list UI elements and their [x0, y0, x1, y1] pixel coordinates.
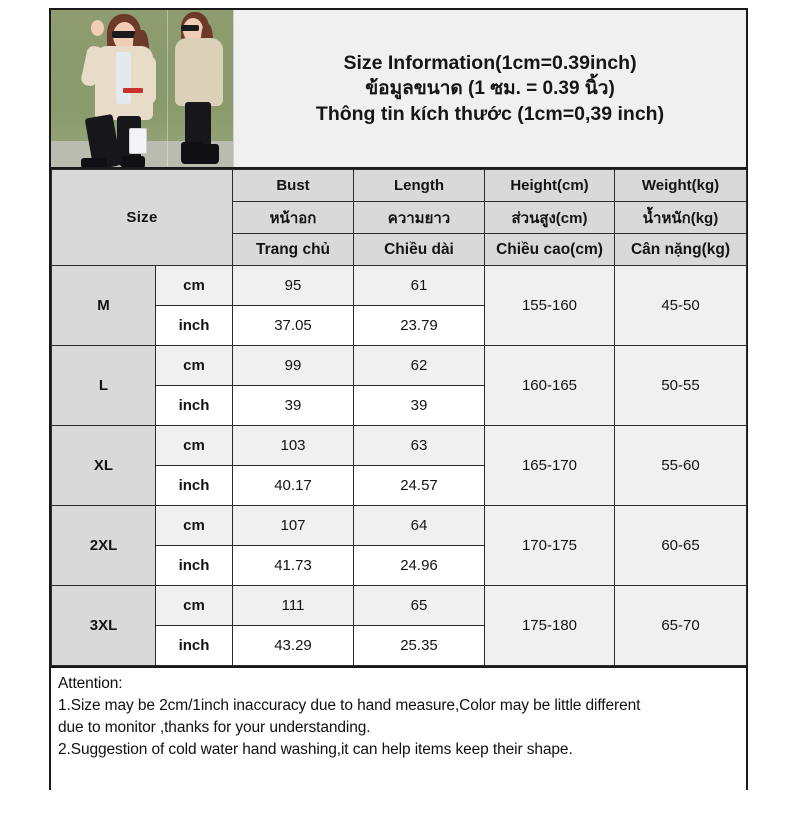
table-row: inch 41.73 24.96 — [52, 545, 747, 586]
header-length-en: Length — [353, 169, 485, 202]
header-height-en: Height(cm) — [484, 169, 615, 202]
table-row: 2XL cm 107 64 170-175 60-65 — [51, 505, 747, 586]
cell-bust-cm-2xl: 107 — [232, 505, 354, 546]
unit-inch: inch — [155, 545, 233, 586]
model-side-arm — [177, 54, 193, 96]
cell-weight-m: 45-50 — [614, 265, 747, 346]
model-front-shirt-front — [116, 52, 131, 104]
table-row: 3XL cm 111 65 175-180 65-70 — [51, 585, 747, 666]
unit-cm: cm — [155, 265, 233, 306]
header-weight-vi: Cân nặng(kg) — [614, 233, 747, 266]
cell-length-cm-l: 62 — [353, 345, 485, 386]
unit-inch: inch — [155, 385, 233, 426]
table-row: XL cm 103 63 165-170 55-60 — [51, 425, 747, 506]
cell-height-3xl: 175-180 — [484, 585, 615, 666]
cell-bust-inch-3xl: 43.29 — [232, 625, 354, 666]
header-height-vi: Chiều cao(cm) — [484, 233, 615, 266]
size-label-2xl: 2XL — [51, 505, 156, 586]
attention-heading: Attention: — [58, 675, 123, 692]
model-front-chest-logo — [123, 88, 143, 93]
cell-length-cm-xl: 63 — [353, 425, 485, 466]
size-label-l: L — [51, 345, 156, 426]
title-line-vi: Thông tin kích thước (1cm=0,39 inch) — [315, 103, 665, 126]
header-bust-th: หน้าอก — [232, 201, 354, 234]
cell-height-2xl: 170-175 — [484, 505, 615, 586]
cell-bust-inch-m: 37.05 — [232, 305, 354, 346]
cell-height-l: 160-165 — [484, 345, 615, 426]
cell-bust-cm-xl: 103 — [232, 425, 354, 466]
cell-length-cm-3xl: 65 — [353, 585, 485, 626]
title-block: Size Information(1cm=0.39inch) ข้อมูลขนา… — [234, 10, 746, 167]
attention-line-1: 1.Size may be 2cm/1inch inaccuracy due t… — [58, 697, 641, 714]
cell-length-cm-m: 61 — [353, 265, 485, 306]
header-band: Size Information(1cm=0.39inch) ข้อมูลขนา… — [51, 10, 746, 169]
attention-line-3: 2.Suggestion of cold water hand washing,… — [58, 741, 573, 758]
header-weight-th: น้ำหนัก(kg) — [614, 201, 747, 234]
model-front-phone — [129, 128, 147, 154]
size-label-xl: XL — [51, 425, 156, 506]
unit-cm: cm — [155, 425, 233, 466]
cell-bust-inch-2xl: 41.73 — [232, 545, 354, 586]
cell-bust-inch-l: 39 — [232, 385, 354, 426]
table-row: L cm 99 62 160-165 50-55 — [51, 345, 747, 426]
size-label-m: M — [51, 265, 156, 346]
attention-block: Attention: 1.Size may be 2cm/1inch inacc… — [51, 666, 746, 819]
table-row: inch 40.17 24.57 — [52, 465, 747, 506]
unit-inch: inch — [155, 465, 233, 506]
model-front-boot-2 — [121, 156, 145, 167]
header-bust-en: Bust — [232, 169, 354, 202]
size-header-cell: Size — [51, 169, 233, 266]
cell-length-inch-l: 39 — [353, 385, 485, 426]
cell-weight-2xl: 60-65 — [614, 505, 747, 586]
size-label-3xl: 3XL — [51, 585, 156, 666]
cell-length-inch-3xl: 25.35 — [353, 625, 485, 666]
table-header-row-vi: Trang chủ Chiều dài Chiều cao(cm) Cân nặ… — [52, 233, 747, 266]
model-side-boot-2 — [197, 144, 219, 164]
size-chart-sheet: Size Information(1cm=0.39inch) ข้อมูลขนา… — [49, 8, 748, 819]
cell-bust-cm-3xl: 111 — [232, 585, 354, 626]
table-header-row-th: หน้าอก ความยาว ส่วนสูง(cm) น้ำหนัก(kg) — [52, 201, 747, 234]
unit-inch: inch — [155, 625, 233, 666]
table-row: M cm 95 61 155-160 45-50 — [51, 265, 747, 346]
header-length-vi: Chiều dài — [353, 233, 485, 266]
model-side-sunglasses — [181, 25, 199, 31]
cell-height-m: 155-160 — [484, 265, 615, 346]
title-line-th: ข้อมูลขนาด (1 ซม. = 0.39 นิ้ว) — [365, 77, 615, 99]
header-weight-en: Weight(kg) — [614, 169, 747, 202]
cell-weight-xl: 55-60 — [614, 425, 747, 506]
table-row: inch 43.29 25.35 — [52, 625, 747, 666]
cell-bust-inch-xl: 40.17 — [232, 465, 354, 506]
title-line-en: Size Information(1cm=0.39inch) — [343, 51, 637, 74]
header-height-th: ส่วนสูง(cm) — [484, 201, 615, 234]
cell-length-inch-xl: 24.57 — [353, 465, 485, 506]
attention-line-2: due to monitor ,thanks for your understa… — [58, 719, 371, 736]
cell-weight-l: 50-55 — [614, 345, 747, 426]
table-row: inch 37.05 23.79 — [52, 305, 747, 346]
model-side — [163, 10, 233, 167]
size-table: Size Bust Length Height(cm) Weight(kg) ห… — [51, 169, 747, 666]
cell-height-xl: 165-170 — [484, 425, 615, 506]
header-bust-vi: Trang chủ — [232, 233, 354, 266]
unit-cm: cm — [155, 585, 233, 626]
product-photo — [51, 10, 234, 167]
cell-bust-cm-l: 99 — [232, 345, 354, 386]
unit-cm: cm — [155, 505, 233, 546]
cell-bust-cm-m: 95 — [232, 265, 354, 306]
model-front-sunglasses — [112, 31, 136, 38]
model-front-boot — [81, 158, 107, 167]
header-length-th: ความยาว — [353, 201, 485, 234]
table-header-row-en: Size Bust Length Height(cm) Weight(kg) — [51, 169, 747, 266]
unit-cm: cm — [155, 345, 233, 386]
cell-weight-3xl: 65-70 — [614, 585, 747, 666]
cell-length-cm-2xl: 64 — [353, 505, 485, 546]
model-front — [69, 12, 169, 167]
model-front-arm-right — [141, 56, 156, 104]
cell-length-inch-m: 23.79 — [353, 305, 485, 346]
model-front-hand — [91, 20, 104, 36]
photo-divider — [167, 10, 168, 167]
unit-inch: inch — [155, 305, 233, 346]
cell-length-inch-2xl: 24.96 — [353, 545, 485, 586]
